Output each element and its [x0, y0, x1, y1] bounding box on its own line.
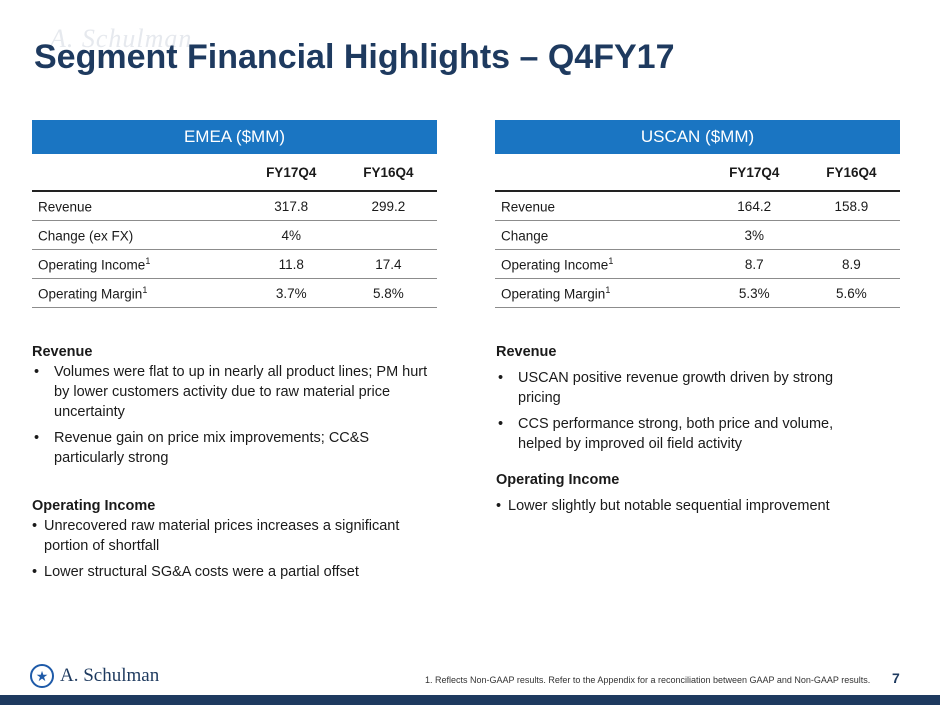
cell-fy16q4: 5.6% — [802, 278, 900, 308]
table-row: Operating Margin1 5.3% 5.6% — [495, 278, 900, 308]
uscan-header: USCAN ($MM) — [495, 120, 900, 154]
table-row: Revenue 164.2 158.9 — [495, 191, 900, 221]
row-label: Change (ex FX) — [32, 220, 243, 250]
emea-income-section: Operating Income • Unrecovered raw materi… — [32, 496, 432, 582]
cell-fy17q4: 8.7 — [705, 249, 803, 279]
bullet-icon: • — [32, 564, 38, 580]
section-heading: Operating Income — [32, 498, 156, 514]
table-row: Operating Income1 8.7 8.9 — [495, 249, 900, 279]
emea-panel: EMEA ($MM) FY17Q4 FY16Q4 Revenue 317.8 2… — [32, 120, 437, 308]
cell-fy17q4: 317.8 — [242, 191, 340, 221]
table-row: Change 3% — [495, 220, 900, 250]
row-label: Change — [495, 220, 706, 250]
bullet-icon: • — [498, 370, 504, 386]
bullet-list: • Unrecovered raw material prices increas… — [32, 516, 432, 582]
list-item: • Volumes were flat to up in nearly all p… — [34, 364, 428, 420]
logo-emblem-icon: ★ — [30, 664, 54, 688]
bullet-list: • Lower slightly but notable sequential i… — [496, 496, 876, 516]
cell-fy16q4: 299.2 — [339, 191, 437, 221]
bullet-icon: • — [32, 518, 38, 534]
cell-fy16q4 — [802, 220, 900, 250]
column-header-fy17q4: FY17Q4 — [242, 154, 340, 192]
bullet-icon: • — [496, 498, 502, 514]
uscan-panel: USCAN ($MM) FY17Q4 FY16Q4 Revenue 164.2 … — [495, 120, 900, 308]
column-header-fy16q4: FY16Q4 — [802, 154, 900, 192]
bullet-icon: • — [34, 364, 40, 380]
uscan-income-section: Operating Income • Lower slightly but not… — [496, 470, 876, 516]
page-number: 7 — [892, 670, 900, 686]
section-heading: Revenue — [496, 344, 557, 360]
column-header-fy17q4: FY17Q4 — [705, 154, 803, 192]
list-item: • USCAN positive revenue growth driven by… — [498, 370, 834, 406]
cell-fy17q4: 3% — [705, 220, 803, 250]
emea-revenue-section: Revenue • Volumes were flat to up in near… — [32, 342, 432, 468]
row-label: Operating Income1 — [32, 249, 243, 279]
cell-fy17q4: 11.8 — [242, 249, 340, 279]
table-header-row: FY17Q4 FY16Q4 — [495, 154, 900, 192]
cell-fy16q4: 5.8% — [339, 278, 437, 308]
company-logo: ★ A. Schulman — [30, 664, 159, 688]
cell-fy17q4: 4% — [242, 220, 340, 250]
bullet-icon: • — [498, 416, 504, 432]
column-header-label — [32, 154, 243, 192]
cell-fy17q4: 3.7% — [242, 278, 340, 308]
cell-fy17q4: 5.3% — [705, 278, 803, 308]
table-row: Change (ex FX) 4% — [32, 220, 437, 250]
logo-text: A. Schulman — [60, 665, 160, 686]
row-label: Operating Income1 — [495, 249, 706, 279]
bullet-icon: • — [34, 430, 40, 446]
bullet-list: • USCAN positive revenue growth driven by… — [496, 368, 876, 454]
table-row: Operating Income1 11.8 17.4 — [32, 249, 437, 279]
footer-bar — [0, 695, 940, 705]
list-item: • Revenue gain on price mix improvements;… — [34, 430, 370, 466]
row-label: Operating Margin1 — [32, 278, 243, 308]
list-item: • Lower slightly but notable sequential i… — [496, 498, 830, 514]
bullet-list: • Volumes were flat to up in nearly all p… — [32, 362, 432, 468]
table-row: Operating Margin1 3.7% 5.8% — [32, 278, 437, 308]
row-label: Revenue — [32, 191, 243, 221]
column-header-label — [495, 154, 706, 192]
table-header-row: FY17Q4 FY16Q4 — [32, 154, 437, 192]
table-row: Revenue 317.8 299.2 — [32, 191, 437, 221]
watermark-logo: A. Schulman — [50, 24, 193, 53]
footnote: 1. Reflects Non-GAAP results. Refer to t… — [425, 675, 871, 685]
list-item: • Unrecovered raw material prices increas… — [32, 518, 400, 554]
list-item: • CCS performance strong, both price and … — [498, 416, 834, 452]
emea-table: FY17Q4 FY16Q4 Revenue 317.8 299.2 Change… — [32, 154, 437, 308]
row-label: Revenue — [495, 191, 706, 221]
uscan-revenue-section: Revenue • USCAN positive revenue growth d… — [496, 342, 876, 454]
cell-fy16q4: 158.9 — [802, 191, 900, 221]
column-header-fy16q4: FY16Q4 — [339, 154, 437, 192]
cell-fy16q4: 8.9 — [802, 249, 900, 279]
row-label: Operating Margin1 — [495, 278, 706, 308]
section-heading: Revenue — [32, 344, 93, 360]
cell-fy16q4 — [339, 220, 437, 250]
emea-header: EMEA ($MM) — [32, 120, 437, 154]
list-item: • Lower structural SG&A costs were a part… — [32, 564, 359, 580]
section-heading: Operating Income — [496, 472, 620, 488]
cell-fy17q4: 164.2 — [705, 191, 803, 221]
uscan-table: FY17Q4 FY16Q4 Revenue 164.2 158.9 Change… — [495, 154, 900, 308]
page-title: Segment Financial Highlights – Q4FY17 — [34, 38, 675, 76]
cell-fy16q4: 17.4 — [339, 249, 437, 279]
